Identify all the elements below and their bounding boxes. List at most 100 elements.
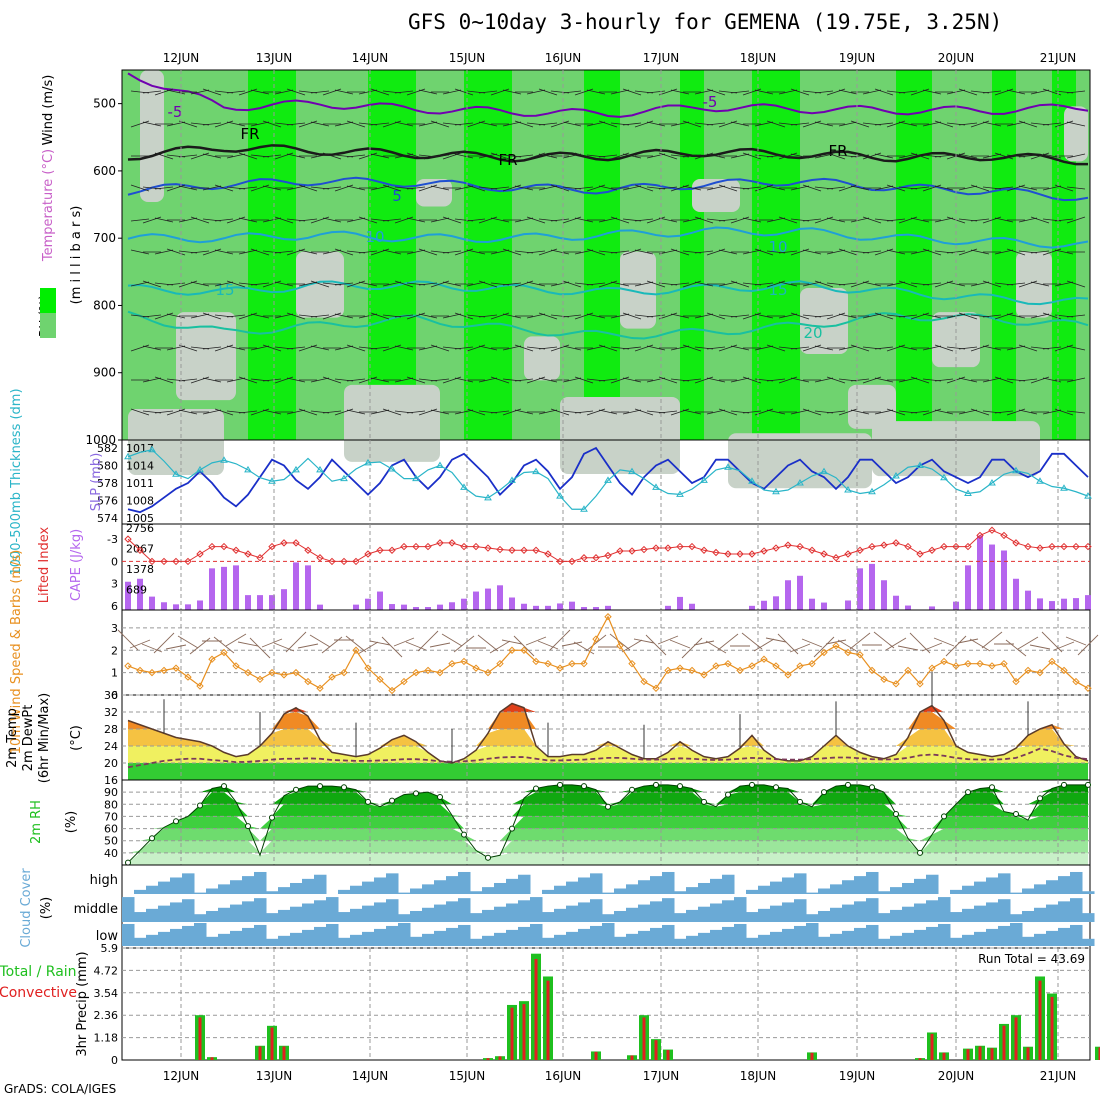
upper-wind-barb xyxy=(658,186,678,190)
cloud-cover-bar xyxy=(266,938,279,946)
cloud-cover-bar xyxy=(974,905,987,922)
thickness-marker xyxy=(484,493,492,501)
upper-wind-barb xyxy=(382,120,402,128)
upper-wind-barb xyxy=(838,408,858,416)
slp-line xyxy=(127,446,1089,514)
wind-speed-marker xyxy=(364,664,372,672)
upper-wind-barb xyxy=(310,121,330,127)
cloud-cover-bar xyxy=(734,923,747,946)
upper-wind-barb xyxy=(322,88,342,96)
cloud-cover-bar xyxy=(914,878,927,894)
wind-speed-marker xyxy=(928,664,936,672)
upper-wind-barb xyxy=(850,185,870,191)
surface-wind-barb xyxy=(357,641,379,655)
cloud-cover-bar xyxy=(530,923,543,946)
cloud-cover-bar xyxy=(698,882,711,894)
cloud-unit-label: (%) xyxy=(39,897,54,920)
cape-bar xyxy=(233,565,239,610)
upper-wind-barb xyxy=(634,249,654,255)
cloud-cover-bar xyxy=(482,887,495,894)
upper-wind-barb xyxy=(1042,122,1062,126)
wind-speed-marker xyxy=(796,662,804,670)
rh-marker xyxy=(677,783,683,790)
upper-wind-barb xyxy=(970,408,990,416)
cloud-cover-bar xyxy=(902,906,915,922)
upper-wind-barb xyxy=(706,346,726,350)
upper-wind-barb xyxy=(370,88,390,96)
upper-wind-barb xyxy=(634,120,654,128)
upper-wind-barb xyxy=(514,378,534,382)
upper-wind-barb xyxy=(766,154,786,158)
surface-wind-barb xyxy=(693,640,715,646)
upper-wind-barb xyxy=(322,312,342,320)
upper-wind-barb xyxy=(1018,120,1038,128)
upper-wind-barb xyxy=(274,89,294,95)
upper-wind-barb xyxy=(226,280,246,288)
thickness-marker xyxy=(532,467,540,475)
upper-wind-barb xyxy=(790,185,810,191)
upper-wind-barb xyxy=(634,218,654,222)
upper-wind-barb xyxy=(742,217,762,223)
upper-wind-barb xyxy=(382,249,402,255)
upper-wind-barb xyxy=(682,344,702,352)
temp-tick-label: 28 xyxy=(104,723,118,736)
lifted-marker xyxy=(820,550,828,558)
surface-wind-barb xyxy=(921,642,943,652)
lifted-marker xyxy=(844,550,852,558)
upper-wind-barb xyxy=(766,280,786,288)
cloud-cover-bar xyxy=(542,912,555,922)
rh-legend-mid xyxy=(40,313,56,338)
lifted-marker xyxy=(136,546,144,554)
upper-wind-barb xyxy=(346,280,366,288)
upper-wind-barb xyxy=(910,186,930,190)
upper-wind-barb xyxy=(610,216,630,224)
upper-wind-barb xyxy=(466,218,486,222)
cloud-cover-bar xyxy=(818,936,831,946)
precip-convective-bar xyxy=(966,1049,970,1060)
upper-wind-barb xyxy=(322,249,342,255)
upper-wind-barb xyxy=(862,250,882,254)
upper-wind-barb xyxy=(814,280,834,288)
rh-band-fill xyxy=(128,804,1088,817)
lifted-marker xyxy=(148,557,156,566)
upper-wind-barb xyxy=(850,409,870,415)
upper-wind-barb xyxy=(454,122,474,126)
temp-tick-label: 36 xyxy=(104,689,118,702)
upper-wind-barb xyxy=(814,314,834,318)
upper-wind-barb xyxy=(658,217,678,223)
upper-wind-barb xyxy=(406,88,426,96)
upper-wind-barb xyxy=(802,408,822,416)
upper-wind-barb xyxy=(874,153,894,159)
contour-label: FR xyxy=(498,151,517,169)
thickness-marker xyxy=(460,483,468,490)
upper-wind-barb xyxy=(598,409,618,415)
surface-wind-barb xyxy=(753,638,775,652)
wind-speed-marker xyxy=(748,662,756,670)
upper-wind-barb xyxy=(154,186,174,190)
top-day-label: 16JUN xyxy=(545,51,582,65)
cloud-cover-bar xyxy=(722,874,735,894)
upper-wind-barb xyxy=(1018,344,1038,352)
cloud-cover-bar xyxy=(674,913,687,922)
pressure-tick-label: 900 xyxy=(93,366,116,380)
upper-wind-barb xyxy=(1030,152,1050,160)
cloud-cover-bar xyxy=(242,876,255,894)
surface-wind-barb xyxy=(933,637,955,647)
upper-wind-barb xyxy=(694,313,714,319)
upper-wind-barb xyxy=(430,217,450,223)
upper-wind-barb xyxy=(958,409,978,415)
upper-wind-barb xyxy=(178,280,198,288)
upper-wind-barb xyxy=(490,249,510,255)
upper-wind-barb xyxy=(574,152,594,160)
upper-wind-barb xyxy=(718,281,738,287)
upper-wind-barb xyxy=(262,217,282,223)
cloud-cover-bar xyxy=(746,937,759,946)
upper-wind-barb xyxy=(970,120,990,128)
upper-wind-barb xyxy=(970,184,990,192)
cloud-cover-bar xyxy=(590,899,603,922)
wind-speed-marker xyxy=(628,659,636,668)
cloud-cover-bar xyxy=(914,929,927,946)
precip-convective-bar xyxy=(630,1055,634,1060)
cloud-cover-bar xyxy=(638,904,651,922)
upper-wind-barb xyxy=(718,344,738,352)
